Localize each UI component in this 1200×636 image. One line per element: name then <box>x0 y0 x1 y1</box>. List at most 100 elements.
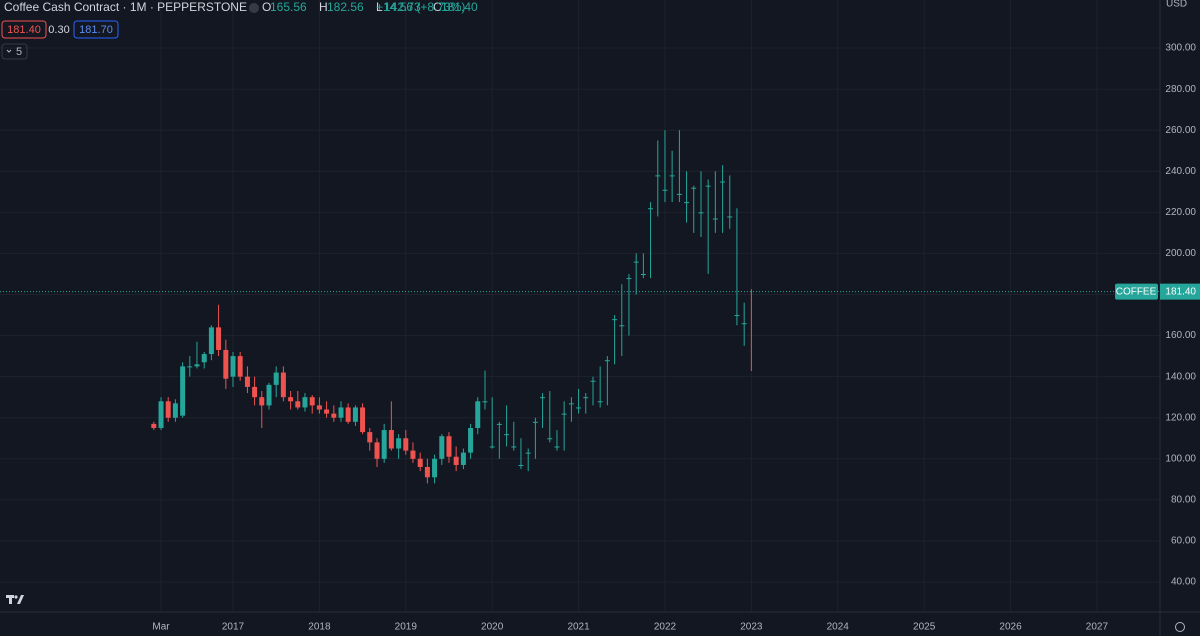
bid-box[interactable] <box>1 20 47 39</box>
candle-body <box>439 436 445 459</box>
candle-body <box>352 407 358 422</box>
x-tick-label: 2021 <box>567 622 590 633</box>
candle-body <box>324 409 330 414</box>
y-tick-label: 140.00 <box>1165 371 1196 382</box>
candle-body <box>403 438 409 451</box>
hide-button[interactable] <box>249 3 259 13</box>
x-tick-label: 2017 <box>222 622 245 633</box>
y-tick-label: 300.00 <box>1165 43 1196 54</box>
candle-body <box>727 216 733 218</box>
x-tick-label: 2024 <box>827 622 850 633</box>
candle-body <box>547 438 553 440</box>
candle-body <box>424 467 430 478</box>
candle-body <box>302 397 308 408</box>
candle-body <box>734 315 740 317</box>
change: +14.56 (+8.73%) <box>376 0 465 14</box>
candle-body <box>259 397 265 406</box>
candle-body <box>201 354 207 363</box>
candle-body <box>230 356 236 377</box>
candle-body <box>662 189 668 191</box>
candle-body <box>648 208 654 210</box>
candle-body <box>482 401 488 403</box>
ohlc-value: 142.73 <box>384 0 421 14</box>
candle-body <box>576 407 582 409</box>
y-tick-label: 280.00 <box>1165 84 1196 95</box>
candle-body <box>532 421 538 423</box>
y-tick-label: 120.00 <box>1165 412 1196 423</box>
candle-body <box>691 187 697 189</box>
candle-body <box>612 319 618 321</box>
candle-body <box>518 464 524 466</box>
y-tick-label: 40.00 <box>1171 577 1196 588</box>
candle-body <box>417 458 423 468</box>
candle-body <box>597 401 603 403</box>
y-tick-label: 200.00 <box>1165 248 1196 259</box>
y-tick-label: 60.00 <box>1171 536 1196 547</box>
candle-body <box>633 261 639 263</box>
candle-body <box>432 458 438 478</box>
last-price-name-box <box>1115 283 1158 300</box>
ohlc-value: 181.40 <box>441 0 478 14</box>
candle-body <box>338 407 344 418</box>
candle-body <box>410 450 416 459</box>
chevron <box>6 49 12 53</box>
candle-body <box>475 401 481 428</box>
candle-body <box>489 446 495 448</box>
candle-body <box>460 452 466 465</box>
candle-body <box>266 384 272 406</box>
x-tick-label: 2018 <box>308 622 331 633</box>
settings[interactable] <box>1175 622 1185 632</box>
x-tick-label: Mar <box>152 622 170 633</box>
candle-body <box>237 356 243 377</box>
candle-body <box>619 325 625 327</box>
y-tick-label: 260.00 <box>1165 125 1196 136</box>
candle-body <box>381 430 387 459</box>
candle-body <box>165 401 171 418</box>
last-price-name: COFFEE <box>1116 286 1157 297</box>
ohlc-label: C <box>433 0 442 14</box>
x-tick-label: 2025 <box>913 622 936 633</box>
candle-body <box>496 423 502 425</box>
candle-body <box>273 372 279 385</box>
x-tick-label: 2027 <box>1086 622 1109 633</box>
grid <box>0 0 1160 612</box>
candle-body <box>720 181 726 183</box>
candle-body <box>252 386 258 398</box>
candle-body <box>511 446 517 448</box>
candle-body <box>295 401 301 408</box>
currency: USD <box>1166 0 1187 10</box>
indicators-box[interactable] <box>1 43 28 60</box>
candle-body <box>216 327 222 350</box>
candle-body <box>504 434 510 436</box>
last-price-value: 181.40 <box>1165 286 1196 297</box>
candle-body <box>540 397 546 399</box>
candle-body <box>288 397 294 402</box>
candle-body <box>223 349 229 379</box>
candle-body <box>741 323 747 325</box>
ohlc-value: 165.56 <box>270 0 307 14</box>
candle-body <box>669 175 675 177</box>
x-tick-label: 2022 <box>654 622 677 633</box>
candle-body <box>525 452 531 454</box>
candle-body <box>194 364 200 367</box>
candle-body <box>345 407 351 422</box>
candle-body <box>367 432 373 443</box>
x-tick-label: 2020 <box>481 622 504 633</box>
candle-body <box>554 446 560 448</box>
candle-body <box>208 327 214 355</box>
candle-body <box>151 423 157 428</box>
candle-body <box>331 413 337 418</box>
ask-box[interactable] <box>73 20 119 39</box>
candle-body <box>604 360 610 362</box>
candle-body <box>698 212 704 214</box>
ohlc-label: O <box>262 0 271 14</box>
candle-body <box>446 436 452 457</box>
candles <box>151 130 752 484</box>
candle-body <box>568 403 574 405</box>
candle-body <box>374 442 380 459</box>
y-tick-label: 220.00 <box>1165 207 1196 218</box>
candle-body <box>453 456 459 465</box>
candle-body <box>158 401 164 428</box>
candle-body <box>468 427 474 453</box>
